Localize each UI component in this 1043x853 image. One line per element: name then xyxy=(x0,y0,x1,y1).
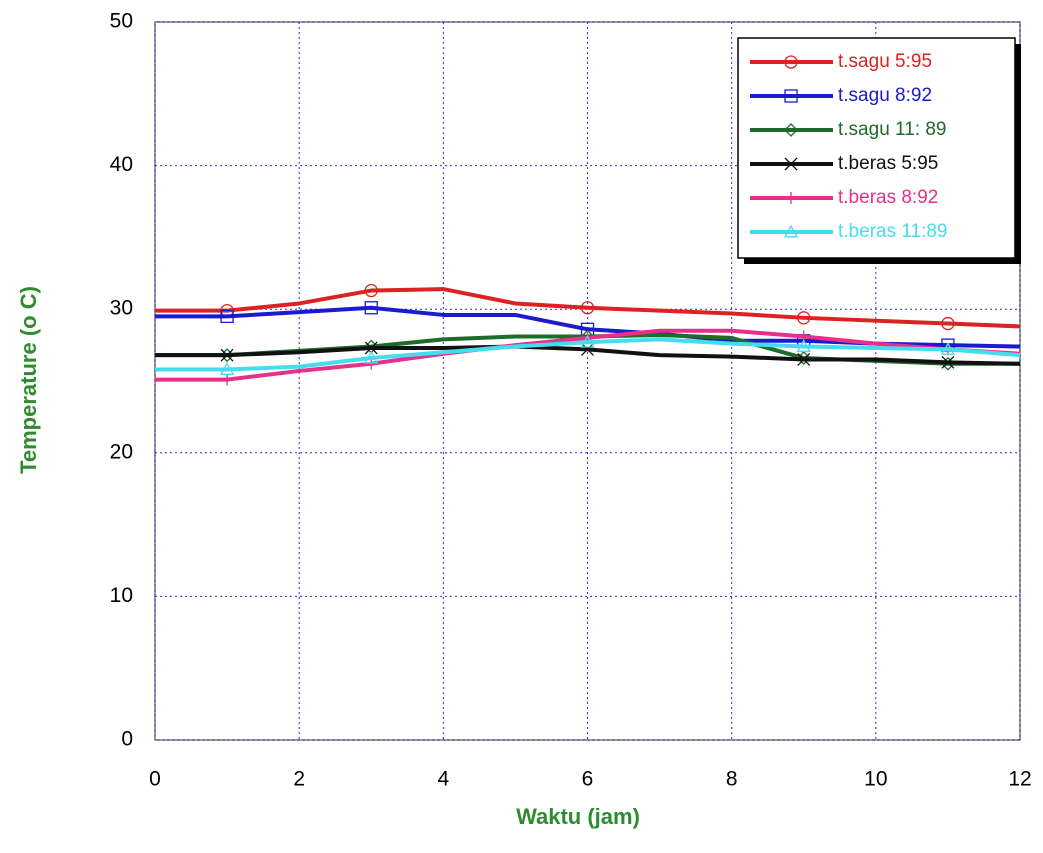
legend-label: t.beras 11:89 xyxy=(838,221,948,242)
x-axis-label: Waktu (jam) xyxy=(516,804,640,829)
x-tick-label: 4 xyxy=(437,768,449,791)
y-tick-label: 50 xyxy=(110,10,133,33)
page: Waktu (jam) Temperature (o C) 0102030405… xyxy=(0,0,1043,853)
legend-label: t.beras 5:95 xyxy=(838,153,938,174)
x-tick-label: 0 xyxy=(149,768,161,791)
marker xyxy=(221,374,233,386)
series-line xyxy=(155,289,1020,326)
x-tick-label: 2 xyxy=(293,768,305,791)
x-tick-label: 12 xyxy=(1008,768,1031,791)
y-tick-label: 20 xyxy=(110,440,133,463)
legend: t.sagu 5:95 t.sagu 8:92 t.sagu 11: 89 t.ber… xyxy=(738,38,1021,264)
y-tick-label: 30 xyxy=(110,297,133,320)
y-tick-label: 0 xyxy=(121,728,133,751)
legend-label: t.sagu 11: 89 xyxy=(838,119,946,140)
y-axis-label: Temperature (o C) xyxy=(16,286,41,474)
x-tick-label: 6 xyxy=(582,768,594,791)
chart: Waktu (jam) Temperature (o C) 0102030405… xyxy=(0,0,1043,848)
y-tick-label: 40 xyxy=(110,153,133,176)
x-tick-label: 10 xyxy=(864,768,887,791)
legend-label: t.beras 8:92 xyxy=(838,187,938,208)
x-tick-label: 8 xyxy=(726,768,738,791)
y-tick-label: 10 xyxy=(110,584,133,607)
legend-label: t.sagu 8:92 xyxy=(838,85,932,106)
legend-label: t.sagu 5:95 xyxy=(838,51,932,72)
